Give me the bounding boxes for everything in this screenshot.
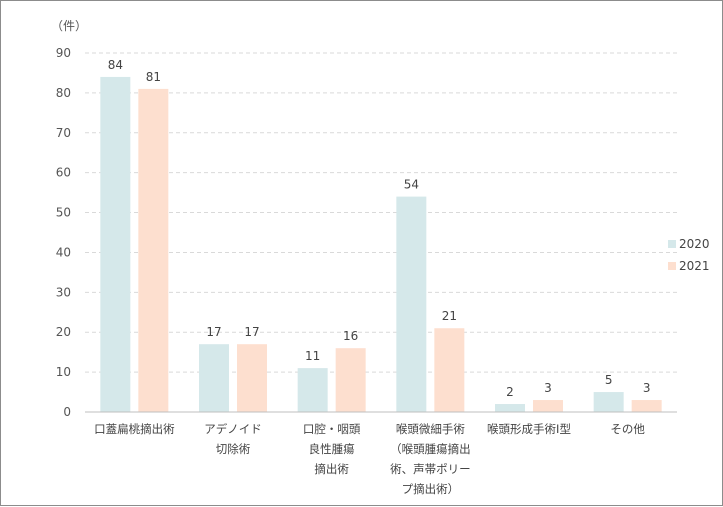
data-label: 17: [206, 325, 221, 339]
legend-swatch: [668, 262, 676, 270]
y-tick-label: 20: [56, 325, 71, 339]
category-label: 喉頭形成手術Ⅰ型: [487, 422, 571, 436]
category-label: （喉頭腫瘍摘出: [390, 442, 471, 456]
category-label: プ摘出術）: [402, 482, 460, 496]
bar-2021: [335, 348, 366, 412]
bar-2021: [138, 88, 169, 413]
bars: [100, 76, 662, 413]
legend-label: 2020: [679, 237, 710, 251]
y-tick-label: 0: [63, 405, 71, 419]
category-label: 口腔・咽頭: [303, 422, 361, 436]
data-label: 84: [108, 58, 123, 72]
data-label: 2: [506, 385, 514, 399]
data-label: 11: [305, 349, 320, 363]
category-label: その他: [610, 422, 645, 436]
category-label: 口蓋扁桃摘出術: [94, 422, 175, 436]
data-label: 3: [643, 381, 651, 395]
legend: 2020 2021: [668, 237, 710, 273]
y-tick-label: 40: [56, 245, 71, 259]
data-labels: 84 81 17 17 11 16 54 21 2 3 5 3: [108, 58, 651, 399]
y-tick-label: 30: [56, 285, 71, 299]
gridlines: [85, 52, 677, 373]
data-label: 54: [404, 178, 419, 192]
y-axis-ticks: 0 10 20 30 40 50 60 70 80 90: [56, 46, 71, 419]
y-tick-label: 80: [56, 86, 71, 100]
legend-swatch: [668, 240, 676, 248]
bar-2020: [396, 196, 427, 412]
data-label: 3: [544, 381, 552, 395]
data-label: 81: [146, 70, 161, 84]
bar-2020: [593, 392, 624, 412]
data-label: 17: [244, 325, 259, 339]
category-label: 術、声帯ポリー: [390, 462, 471, 476]
y-tick-label: 90: [56, 46, 71, 60]
legend-label: 2021: [679, 259, 710, 273]
bar-2020: [495, 404, 525, 412]
category-label: 喉頭微細手術: [396, 422, 465, 436]
y-axis-unit-label: （件）: [51, 19, 87, 33]
bar-2021: [631, 400, 662, 412]
category-label: 良性腫瘍: [309, 442, 355, 456]
category-label: アデノイド: [204, 422, 262, 436]
bar-2021: [434, 328, 465, 412]
y-tick-label: 60: [56, 166, 71, 180]
bar-2020: [100, 76, 131, 412]
bar-2020: [199, 344, 229, 412]
data-label: 5: [605, 373, 613, 387]
bar-2021: [533, 400, 563, 412]
y-tick-label: 50: [56, 206, 71, 220]
data-label: 16: [343, 329, 358, 343]
y-tick-label: 70: [56, 126, 71, 140]
data-label: 21: [442, 309, 457, 323]
category-label: 摘出術: [314, 462, 349, 476]
bar-2020: [297, 368, 328, 412]
category-label: 切除術: [216, 442, 251, 456]
y-tick-label: 10: [56, 365, 71, 379]
bar-2021: [237, 344, 267, 412]
